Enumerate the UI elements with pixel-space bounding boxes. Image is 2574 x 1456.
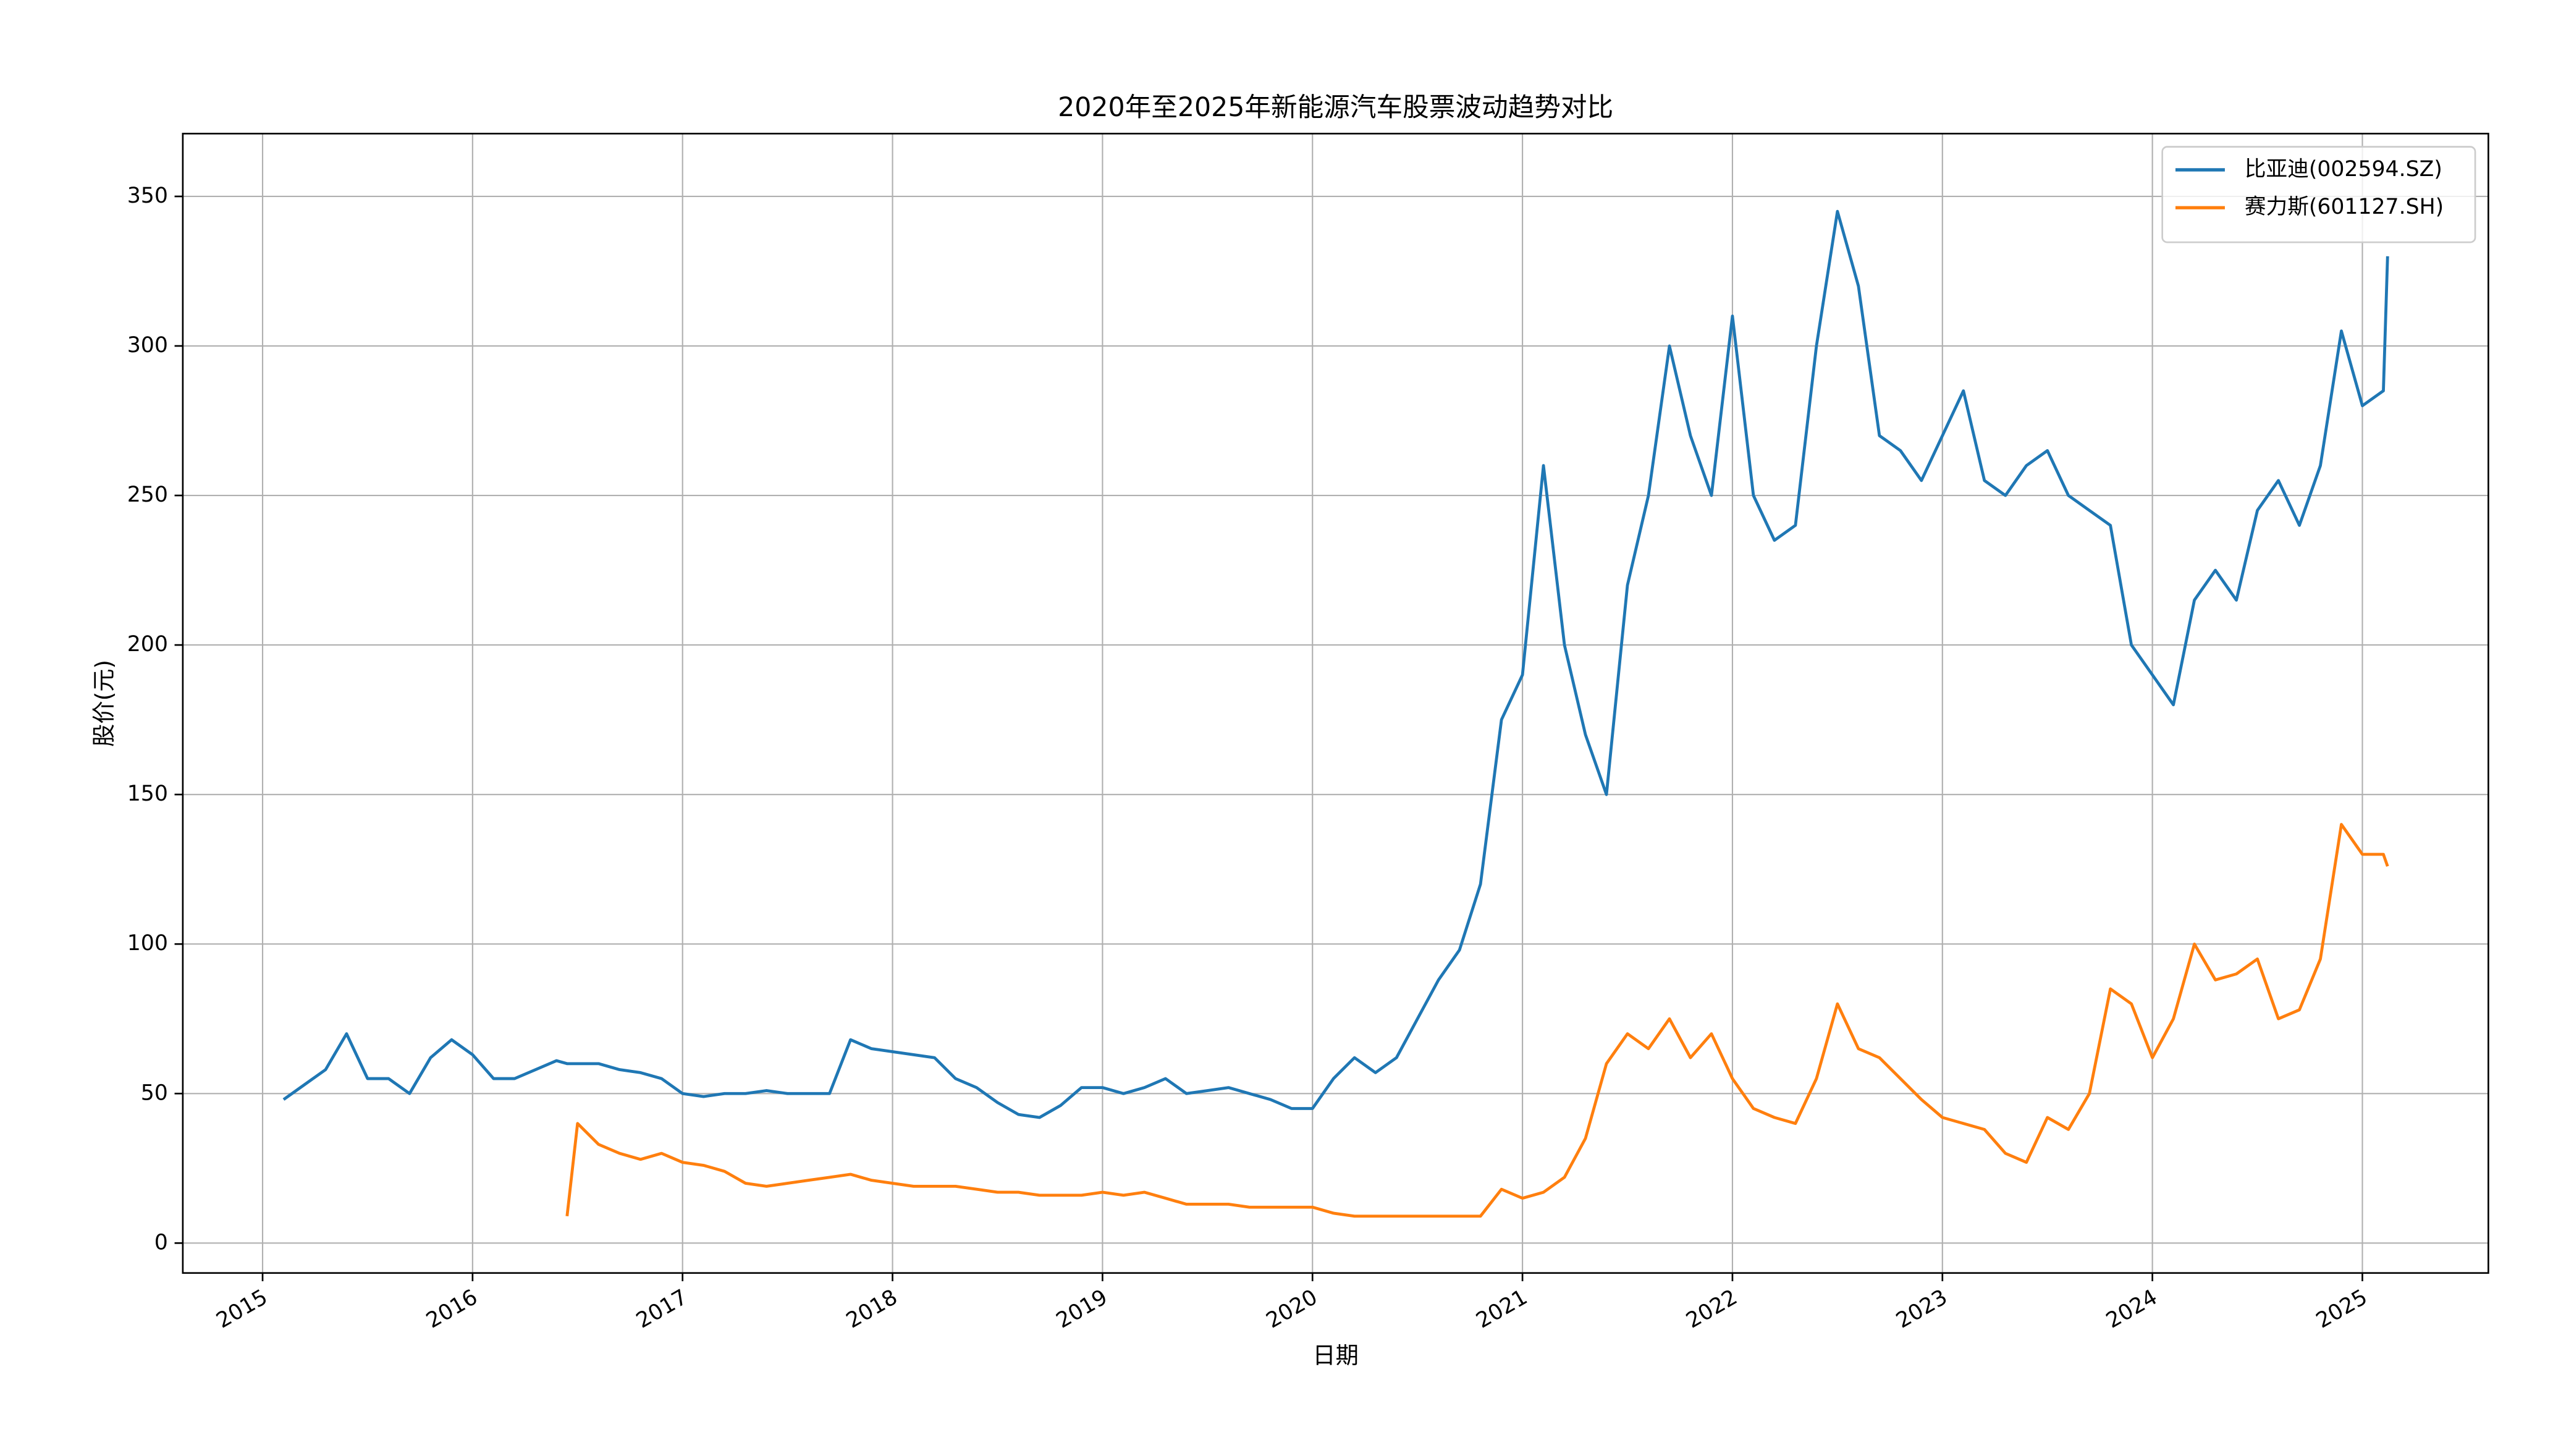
y-tick-label: 300 — [127, 333, 168, 358]
legend-box — [2161, 146, 2476, 243]
legend-label: 赛力斯(601127.SH) — [2245, 195, 2444, 219]
legend: 比亚迪(002594.SZ) 赛力斯(601127.SH) — [2161, 146, 2476, 243]
data-line — [282, 209, 2389, 1119]
legend-label: 比亚迪(002594.SZ) — [2245, 157, 2442, 182]
chart-title: 2020年至2025年新能源汽车股票波动趋势对比 — [1058, 92, 1613, 123]
y-tick-label: 250 — [127, 482, 168, 507]
x-axis-label: 日期 — [1312, 1342, 1359, 1369]
y-tick-label: 0 — [154, 1230, 168, 1255]
y-tick-label: 150 — [127, 781, 168, 806]
y-tick-label: 50 — [141, 1080, 168, 1105]
y-tick-label: 350 — [127, 183, 168, 208]
data-line — [565, 823, 2389, 1218]
y-tick-label: 100 — [127, 931, 168, 956]
plot-frame — [182, 132, 2489, 1274]
y-axis-label: 股价(元) — [90, 660, 117, 747]
y-tick-label: 200 — [127, 632, 168, 657]
